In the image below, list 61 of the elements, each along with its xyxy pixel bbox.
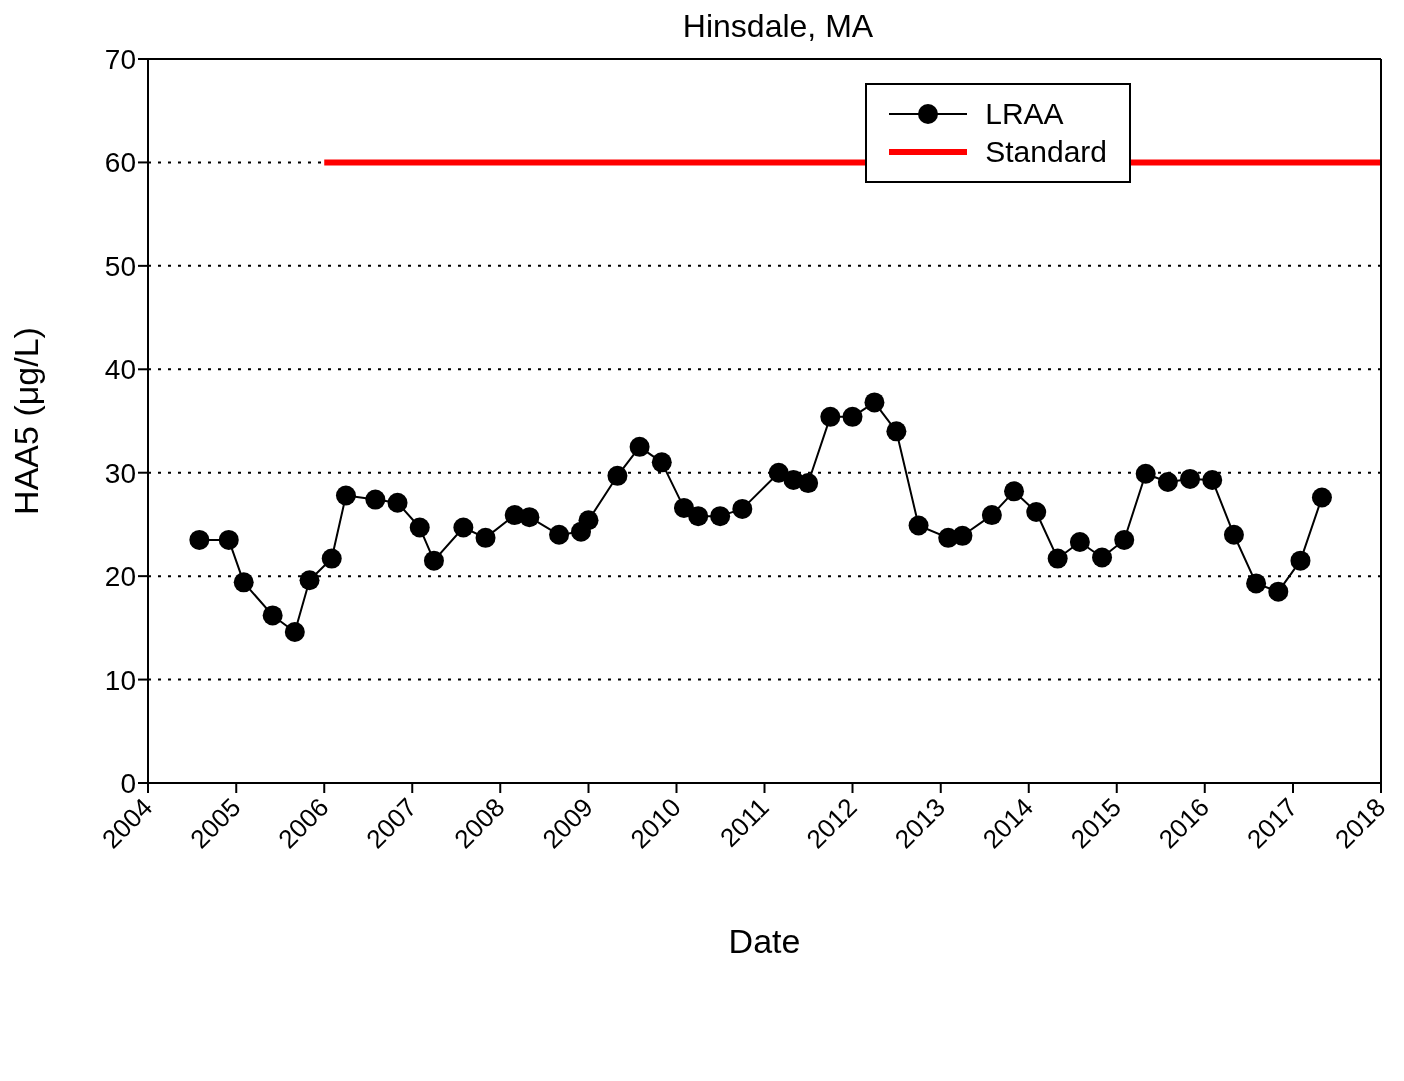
point [768, 462, 789, 483]
point [1069, 532, 1090, 553]
point [688, 506, 709, 527]
point [1311, 487, 1332, 508]
point [262, 605, 283, 626]
point [981, 505, 1002, 526]
point [1223, 524, 1244, 545]
point [1268, 581, 1289, 602]
y-tick-label: 30 [104, 457, 136, 489]
y-tick-label: 0 [120, 767, 136, 799]
point [475, 527, 496, 548]
point [453, 517, 474, 538]
point [1026, 502, 1047, 523]
point [1157, 472, 1178, 493]
point [365, 489, 386, 510]
point [519, 507, 540, 528]
point [908, 515, 929, 536]
point [1202, 469, 1223, 490]
point [423, 550, 444, 571]
point [629, 436, 650, 457]
y-tick-label: 50 [104, 250, 136, 282]
y-tick-label: 20 [104, 561, 136, 593]
y-tick-label: 70 [104, 43, 136, 75]
point [1290, 550, 1311, 571]
point [710, 506, 731, 527]
point [864, 392, 885, 413]
point [1047, 548, 1068, 569]
point [189, 529, 210, 550]
point [321, 548, 342, 569]
point [409, 517, 430, 538]
legend-label: Standard [985, 135, 1107, 169]
point [1246, 573, 1267, 594]
point [233, 572, 254, 593]
x-axis-title: Date [728, 922, 801, 960]
point [732, 498, 753, 519]
point [1092, 547, 1113, 568]
point [673, 497, 694, 518]
y-tick-label: 10 [104, 664, 136, 696]
y-tick-label: 60 [104, 147, 136, 179]
point [1004, 481, 1025, 502]
point [886, 421, 907, 442]
point [284, 621, 305, 642]
point [1180, 468, 1201, 489]
point [607, 465, 628, 486]
point [952, 525, 973, 546]
point [1135, 463, 1156, 484]
legend-label: LRAA [985, 97, 1064, 131]
point [842, 406, 863, 427]
point [578, 510, 599, 531]
point [798, 473, 819, 494]
point [299, 570, 320, 591]
point [651, 452, 672, 473]
point [549, 524, 570, 545]
point [387, 492, 408, 513]
point [218, 529, 239, 550]
y-tick-label: 40 [104, 354, 136, 386]
chart-title: Hinsdale, MA [681, 8, 875, 45]
point [820, 406, 841, 427]
point [1114, 529, 1135, 550]
point [335, 485, 356, 506]
y-axis-title: HAA5 (μg/L) [7, 327, 46, 515]
